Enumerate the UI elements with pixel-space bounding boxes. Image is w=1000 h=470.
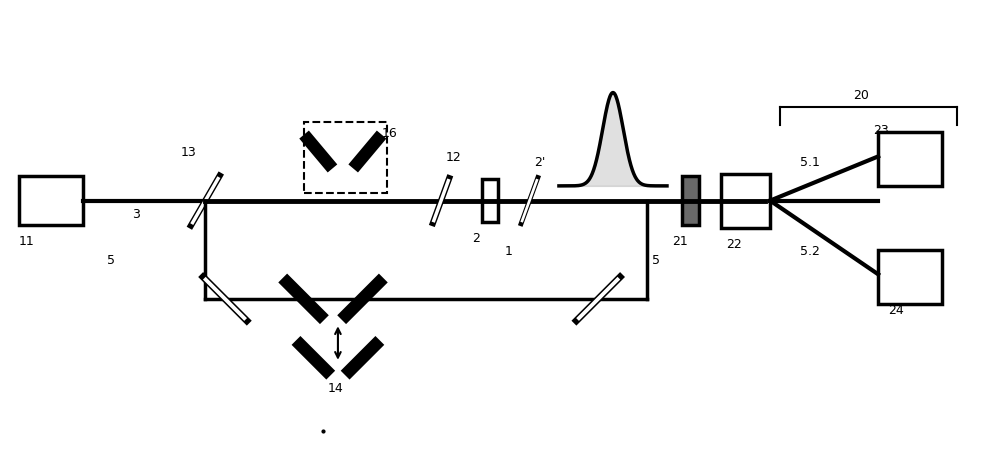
Bar <box>682 176 699 225</box>
Text: 22: 22 <box>726 238 742 251</box>
Text: 24: 24 <box>888 304 904 317</box>
Bar <box>878 132 942 186</box>
Text: 23: 23 <box>873 124 889 137</box>
Text: 2': 2' <box>534 156 546 169</box>
Text: 16: 16 <box>382 127 398 140</box>
Text: 13: 13 <box>181 147 197 159</box>
Text: 11: 11 <box>19 235 34 248</box>
Text: 5: 5 <box>652 254 660 267</box>
Text: 21: 21 <box>672 235 688 248</box>
Bar <box>482 179 498 222</box>
Text: 5.2: 5.2 <box>800 245 819 258</box>
Text: 1: 1 <box>505 245 513 258</box>
Text: 5.1: 5.1 <box>800 156 819 169</box>
Bar <box>878 250 942 304</box>
Bar <box>19 176 83 225</box>
Text: 5: 5 <box>107 254 115 267</box>
Bar <box>721 174 770 228</box>
Text: 12: 12 <box>446 151 462 164</box>
Text: 3: 3 <box>132 208 140 221</box>
Text: 20: 20 <box>854 89 869 102</box>
Text: 14: 14 <box>328 382 344 395</box>
Text: 2: 2 <box>472 232 480 245</box>
